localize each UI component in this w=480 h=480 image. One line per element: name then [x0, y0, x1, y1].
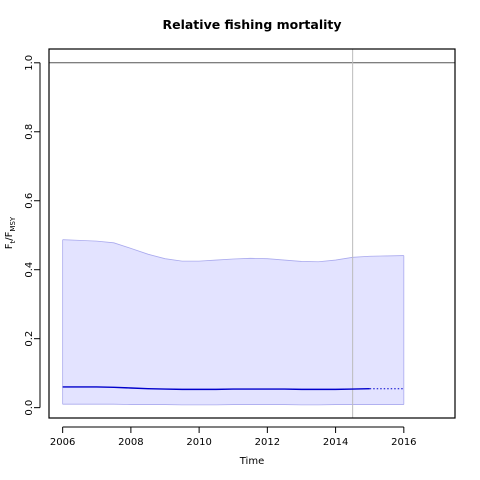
y-axis-label-main: F — [4, 243, 15, 249]
plot-frame — [48, 48, 456, 419]
x-tick-label: 2014 — [323, 437, 348, 448]
confidence-band-lower — [62, 403, 404, 406]
y-tick-label: 0.4 — [24, 262, 35, 278]
x-axis: 2006 2008 2010 2012 2014 2016 — [50, 426, 417, 448]
y-axis: 0.0 0.2 0.4 0.6 0.8 1.0 — [24, 55, 41, 416]
x-axis-label: Time — [239, 456, 264, 467]
chart-title: Relative fishing mortality — [162, 17, 341, 32]
x-tick-label: 2010 — [186, 437, 211, 448]
y-tick-label: 0.0 — [24, 400, 35, 416]
y-axis-label-sub-msy: MSY — [9, 216, 17, 231]
estimate-line — [62, 386, 370, 391]
confidence-band — [62, 239, 404, 405]
x-tick-label: 2012 — [255, 437, 280, 448]
plot-area — [49, 49, 455, 418]
y-tick-label: 0.2 — [24, 331, 35, 347]
x-tick-label: 2008 — [118, 437, 143, 448]
y-axis-label-sub-t: t — [9, 240, 17, 243]
y-tick-label: 1.0 — [24, 55, 35, 71]
confidence-band-upper — [62, 239, 404, 263]
y-tick-label: 0.6 — [24, 193, 35, 209]
y-axis-label: Ft/FMSY — [4, 216, 17, 249]
x-tick-label: 2016 — [391, 437, 416, 448]
y-tick-label: 0.8 — [24, 124, 35, 140]
x-tick-label: 2006 — [50, 437, 75, 448]
y-axis-label-mid: /F — [4, 231, 15, 240]
